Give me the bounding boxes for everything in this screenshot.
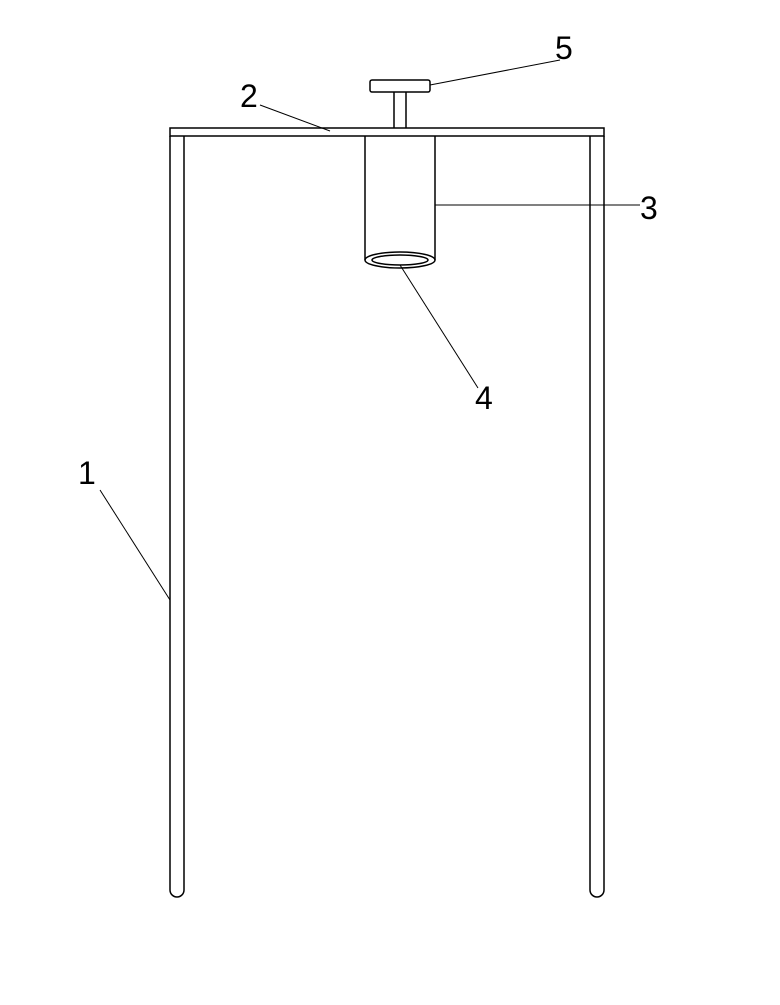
label-4: 4 [475,380,493,417]
label-5: 5 [555,30,573,67]
label-3: 3 [640,190,658,227]
cylinder [365,136,435,268]
leader-lines [100,60,640,600]
left-leg [170,136,184,897]
top-bar [170,128,604,136]
technical-diagram [0,0,780,1000]
top-stem [394,92,406,128]
right-leg [590,136,604,897]
label-1: 1 [78,455,96,492]
top-cap [370,80,430,92]
diagram-container: 1 2 3 4 5 [0,0,780,1000]
label-2: 2 [240,78,258,115]
